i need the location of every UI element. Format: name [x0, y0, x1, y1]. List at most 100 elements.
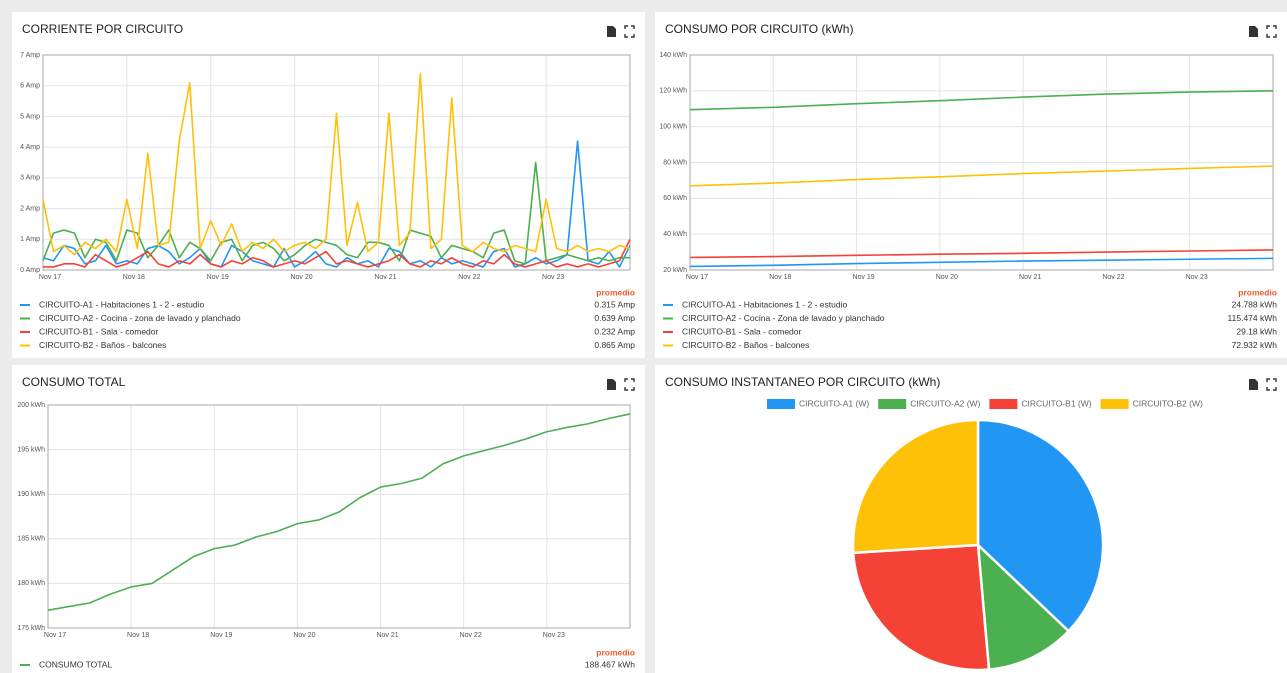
legend-average: 0.315 Amp: [594, 299, 635, 309]
y-tick-label: 195 kWh: [17, 446, 45, 453]
legend-swatch: [878, 399, 907, 409]
y-tick-label: 2 Amp: [20, 205, 40, 212]
fullscreen-icon[interactable]: [1266, 25, 1277, 38]
average-header: promedio: [596, 647, 635, 657]
legend-label[interactable]: CIRCUITO-A2 (W): [910, 398, 980, 408]
legend-swatch: [989, 399, 1018, 409]
pie-slice: [851, 418, 980, 555]
x-tick-label: Nov 23: [1186, 274, 1208, 281]
y-tick-label: 1 Amp: [20, 236, 40, 243]
y-tick-label: 0 Amp: [20, 267, 40, 274]
y-tick-label: 4 Amp: [20, 144, 40, 151]
legend-label[interactable]: CIRCUITO-B1 - Sala - comedor: [682, 326, 802, 336]
x-tick-label: Nov 23: [542, 274, 564, 281]
legend-average: 72.932 kWh: [1232, 340, 1278, 350]
legend-average: 0.232 Amp: [594, 326, 635, 336]
panel: [655, 12, 1287, 358]
x-tick-label: Nov 23: [543, 632, 565, 639]
legend-label[interactable]: CONSUMO TOTAL: [39, 659, 112, 669]
y-tick-label: 180 kWh: [17, 580, 45, 587]
legend-label[interactable]: CIRCUITO-B1 - Sala - comedor: [39, 326, 159, 336]
legend-average: 188.467 kWh: [585, 659, 635, 669]
chart-title: CONSUMO TOTAL: [22, 375, 126, 389]
legend-swatch: [767, 399, 795, 409]
fullscreen-icon[interactable]: [1266, 378, 1277, 391]
series-line: [42, 161, 630, 265]
x-tick-label: Nov 20: [293, 632, 315, 639]
series-line: [689, 165, 1274, 187]
y-tick-label: 3 Amp: [20, 175, 40, 182]
x-tick-label: Nov 17: [39, 274, 61, 281]
y-tick-label: 5 Amp: [20, 113, 40, 120]
y-tick-label: 140 kWh: [659, 52, 687, 59]
x-tick-label: Nov 17: [44, 632, 66, 639]
legend-label[interactable]: CIRCUITO-B2 - Baños - balcones: [39, 340, 166, 350]
series-line: [689, 249, 1274, 259]
legend-label[interactable]: CIRCUITO-B2 (W): [1133, 398, 1203, 408]
legend-average: 24.788 kWh: [1232, 299, 1278, 309]
legend-label[interactable]: CIRCUITO-A1 - Habitaciones 1 - 2 - estud…: [39, 299, 204, 309]
y-tick-label: 200 kWh: [17, 402, 45, 409]
legend-label[interactable]: CIRCUITO-A2 - Cocina - zona de lavado y …: [39, 313, 241, 323]
legend-label[interactable]: CIRCUITO-A2 - Cocina - Zona de lavado y …: [682, 313, 885, 323]
legend-label[interactable]: CIRCUITO-A1 - Habitaciones 1 - 2 - estud…: [682, 299, 847, 309]
chart-title: CONSUMO POR CIRCUITO (kWh): [665, 22, 853, 36]
series-line: [689, 257, 1274, 268]
y-tick-label: 7 Amp: [20, 52, 40, 59]
legend-average: 29.18 kWh: [1236, 326, 1277, 336]
x-tick-label: Nov 21: [374, 274, 396, 281]
export-icon[interactable]: [607, 379, 616, 390]
y-tick-label: 100 kWh: [659, 124, 687, 131]
x-tick-label: Nov 22: [458, 274, 480, 281]
series-line: [47, 413, 631, 611]
export-icon[interactable]: [607, 26, 616, 37]
x-tick-label: Nov 22: [1102, 274, 1124, 281]
plot-border: [47, 404, 631, 629]
chart-title: CONSUMO INSTANTANEO POR CIRCUITO (kWh): [665, 375, 940, 389]
y-tick-label: 120 kWh: [659, 88, 687, 95]
pie-slice: [976, 541, 1071, 671]
chart-title: CORRIENTE POR CIRCUITO: [22, 22, 183, 36]
plot-border: [42, 54, 631, 271]
legend-label[interactable]: CIRCUITO-B1 (W): [1021, 398, 1091, 408]
x-tick-label: Nov 19: [852, 274, 874, 281]
y-tick-label: 175 kWh: [17, 625, 45, 632]
average-header: promedio: [596, 287, 635, 297]
x-tick-label: Nov 19: [210, 632, 232, 639]
y-tick-label: 60 kWh: [663, 195, 687, 202]
export-icon[interactable]: [1249, 379, 1258, 390]
y-tick-label: 6 Amp: [20, 83, 40, 90]
x-tick-label: Nov 20: [290, 274, 312, 281]
legend-average: 0.639 Amp: [594, 313, 635, 323]
export-icon[interactable]: [1249, 26, 1258, 37]
panel: [12, 12, 645, 358]
x-tick-label: Nov 18: [127, 632, 149, 639]
fullscreen-icon[interactable]: [624, 378, 635, 391]
series-line: [43, 238, 631, 268]
legend-swatch: [1100, 399, 1129, 409]
x-tick-label: Nov 19: [207, 274, 229, 281]
legend-label[interactable]: CIRCUITO-A1 (W): [799, 398, 869, 408]
y-tick-label: 40 kWh: [663, 231, 687, 238]
legend-average: 115.474 kWh: [1228, 313, 1278, 323]
plot-border: [689, 54, 1274, 271]
x-tick-label: Nov 18: [769, 274, 791, 281]
series-line: [42, 72, 631, 256]
x-tick-label: Nov 22: [460, 632, 482, 639]
y-tick-label: 190 kWh: [17, 491, 45, 498]
series-line: [42, 140, 631, 268]
y-tick-label: 185 kWh: [17, 536, 45, 543]
x-tick-label: Nov 20: [936, 274, 958, 281]
legend-average: 0.865 Amp: [594, 340, 635, 350]
x-tick-label: Nov 21: [1019, 274, 1041, 281]
legend-label[interactable]: CIRCUITO-B2 - Baños - balcones: [682, 340, 809, 350]
pie-slice: [976, 418, 1105, 633]
x-tick-label: Nov 21: [376, 632, 398, 639]
pie-slice: [851, 543, 991, 672]
y-tick-label: 80 kWh: [663, 159, 687, 166]
x-tick-label: Nov 18: [123, 274, 145, 281]
fullscreen-icon[interactable]: [624, 25, 635, 38]
y-tick-label: 20 kWh: [663, 267, 687, 274]
